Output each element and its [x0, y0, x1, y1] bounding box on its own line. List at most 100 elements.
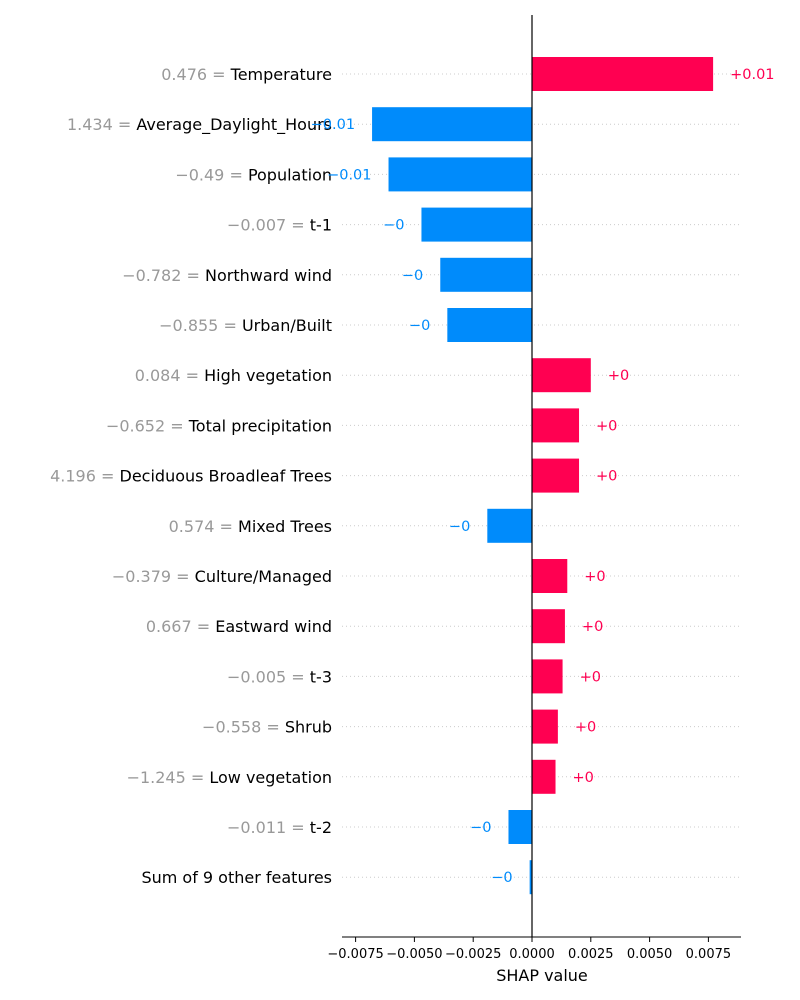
equals-sign: = — [224, 165, 248, 184]
equals-sign: = — [261, 718, 285, 737]
bar-value-label: −0 — [491, 870, 512, 886]
x-tick-label: −0.0050 — [386, 947, 442, 962]
shap-bar — [529, 860, 532, 895]
feature-label: −0.007 = t-1 — [227, 216, 332, 235]
feature-name: Shrub — [285, 718, 332, 737]
bar-value-label: +0 — [608, 368, 629, 384]
feature-name: Average_Daylight_Hours — [136, 115, 332, 135]
bar-value-label: +0 — [575, 720, 596, 736]
bars — [372, 57, 714, 895]
bar-value-label: +0 — [596, 418, 617, 434]
feature-value: −0.782 — [122, 266, 181, 285]
feature-value: 1.434 — [67, 115, 113, 134]
equals-sign: = — [171, 567, 195, 586]
equals-sign: = — [218, 316, 242, 335]
equals-sign: = — [181, 366, 205, 385]
feature-label: 0.476 = Temperature — [161, 65, 332, 84]
feature-name: Eastward wind — [215, 617, 332, 636]
feature-value: 0.574 — [169, 517, 215, 536]
feature-label: −0.558 = Shrub — [202, 718, 332, 737]
feature-label: −0.005 = t-3 — [227, 667, 332, 686]
equals-sign: = — [286, 216, 310, 235]
shap-bar — [440, 257, 532, 292]
feature-value: −0.379 — [112, 567, 171, 586]
feature-name: Mixed Trees — [238, 517, 332, 536]
equals-sign: = — [286, 667, 310, 686]
feature-label: 1.434 = Average_Daylight_Hours — [67, 115, 332, 135]
x-tick-label: 0.0075 — [686, 947, 732, 962]
bar-value-label: −0 — [449, 519, 470, 535]
feature-name: Culture/Managed — [195, 567, 332, 586]
feature-value: −0.49 — [175, 165, 224, 184]
feature-name: Temperature — [230, 65, 332, 84]
shap-bar — [487, 508, 532, 543]
shap-bar — [388, 157, 532, 192]
shap-bar — [372, 107, 532, 142]
equals-sign: = — [214, 517, 238, 536]
feature-value: 0.667 — [146, 617, 192, 636]
x-tick-label: −0.0025 — [445, 947, 501, 962]
feature-value: 4.196 — [50, 467, 96, 486]
bar-value-label: −0 — [402, 268, 423, 284]
feature-label: 0.084 = High vegetation — [135, 366, 332, 385]
bar-value-label: −0 — [409, 318, 430, 334]
shap-bar — [532, 709, 558, 744]
shap-bar — [532, 458, 580, 493]
x-tick-label: 0.0000 — [509, 947, 555, 962]
feature-label: −0.855 = Urban/Built — [159, 316, 332, 335]
bar-value-label: +0 — [582, 619, 603, 635]
x-tick-label: 0.0050 — [627, 947, 673, 962]
equals-sign: = — [192, 617, 216, 636]
feature-label: −0.49 = Population — [175, 165, 332, 184]
shap-bar — [532, 759, 556, 794]
feature-name: Urban/Built — [242, 316, 332, 335]
shap-bar — [421, 207, 532, 242]
feature-name: Population — [248, 165, 332, 184]
bar-value-label: +0 — [580, 669, 601, 685]
equals-sign: = — [113, 115, 137, 134]
equals-sign: = — [186, 768, 210, 787]
feature-name: High vegetation — [204, 366, 332, 385]
shap-bar — [532, 559, 568, 593]
feature-value: −0.007 — [227, 216, 286, 235]
shap-bar — [532, 57, 714, 91]
feature-label: −0.782 = Northward wind — [122, 266, 332, 285]
equals-sign: = — [181, 266, 205, 285]
feature-name: Low vegetation — [209, 768, 332, 787]
shap-bar — [532, 659, 563, 694]
bar-value-label: −0 — [470, 820, 491, 836]
feature-value: −0.652 — [106, 416, 165, 435]
x-axis-label: SHAP value — [496, 966, 588, 985]
bar-value-label: +0 — [573, 770, 594, 786]
x-tick-label: 0.0025 — [568, 947, 614, 962]
bar-value-label: +0 — [596, 469, 617, 485]
feature-name: Total precipitation — [188, 416, 332, 435]
feature-label: −0.011 = t-2 — [227, 818, 332, 837]
feature-value: 0.084 — [135, 366, 181, 385]
x-axis: −0.0075 −0.0050 −0.0025 0.0000 0.0025 0.0050 0… — [327, 936, 741, 962]
feature-label: −0.379 = Culture/Managed — [112, 567, 332, 586]
feature-name: t-3 — [310, 667, 332, 686]
shap-bar — [447, 308, 532, 342]
feature-labels: 0.476 = Temperature +0.01 1.434 = Average_… — [50, 65, 774, 887]
feature-value: −0.558 — [202, 718, 261, 737]
equals-sign: = — [207, 65, 231, 84]
bar-value-label: −0.01 — [327, 167, 371, 183]
bar-value-label: −0 — [383, 218, 404, 234]
feature-value: −0.005 — [227, 667, 286, 686]
feature-label: −0.652 = Total precipitation — [106, 416, 332, 435]
feature-label: −1.245 = Low vegetation — [127, 768, 332, 787]
feature-name: Sum of 9 other features — [141, 868, 332, 887]
feature-value: −0.855 — [159, 316, 218, 335]
feature-name: t-2 — [310, 818, 332, 837]
feature-label: 0.574 = Mixed Trees — [169, 517, 332, 536]
feature-name: Deciduous Broadleaf Trees — [120, 467, 333, 486]
shap-bar — [532, 358, 591, 393]
x-tick-label: −0.0075 — [327, 947, 383, 962]
feature-value: −0.011 — [227, 818, 286, 837]
feature-label: 0.667 = Eastward wind — [146, 617, 332, 636]
feature-value: −1.245 — [127, 768, 186, 787]
shap-bar — [532, 408, 580, 443]
bar-value-label: −0.01 — [311, 117, 355, 133]
